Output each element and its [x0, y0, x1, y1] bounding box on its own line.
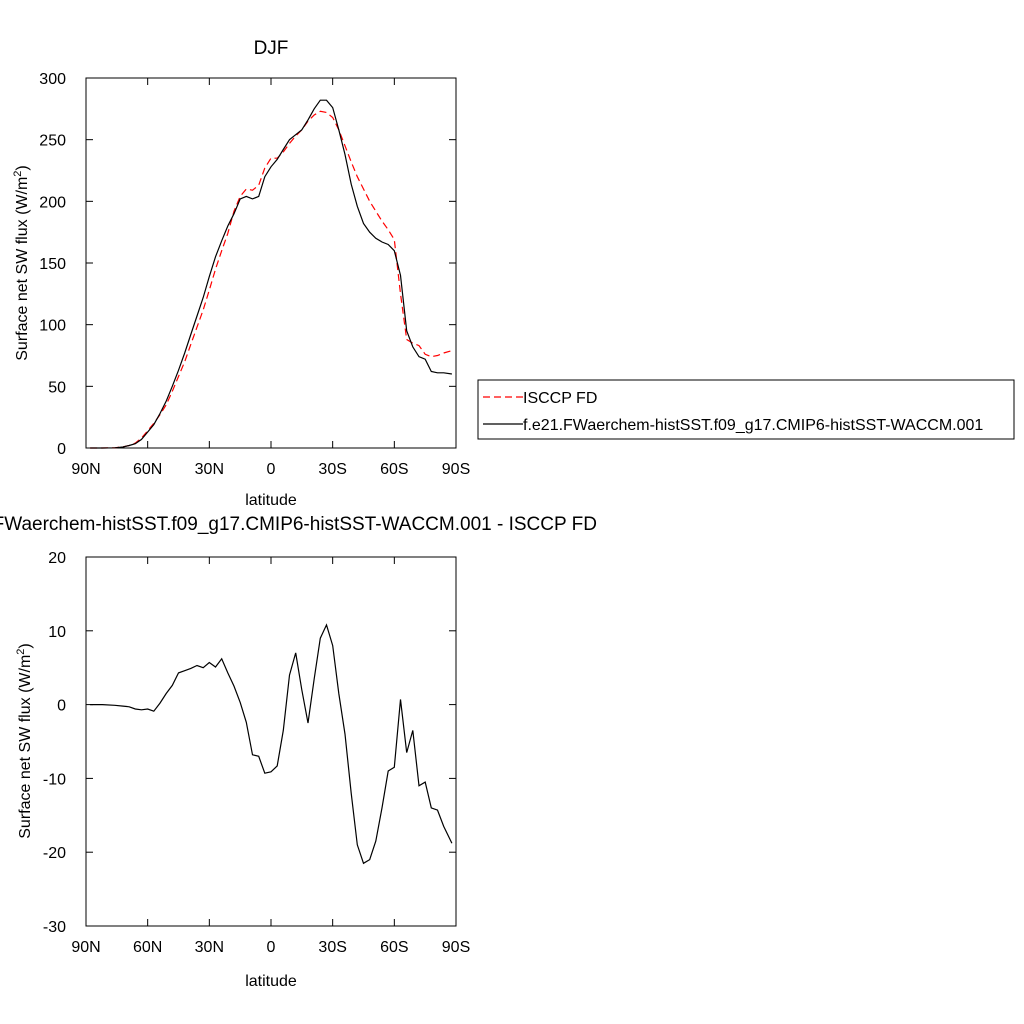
bottom-x-axis: 90N 60N 30N 0 30S 60S 90S: [71, 557, 470, 956]
top-plot-frame: [85, 77, 457, 449]
bottom-x-tick-label: 60N: [133, 939, 162, 956]
legend-label-model: f.e21.FWaerchem-histSST.f09_g17.CMIP6-hi…: [523, 417, 983, 434]
bottom-y-tick-label: -20: [43, 845, 66, 862]
bottom-plot-frame: [85, 556, 457, 927]
bottom-x-axis-label: latitude: [245, 973, 297, 990]
top-x-tick-label: 30S: [318, 461, 346, 478]
bottom-y-tick-label: 0: [57, 698, 66, 715]
top-y-tick-label: 300: [39, 71, 66, 88]
bottom-y-axis: -30 -20 -10 0 10 20: [43, 550, 456, 936]
top-y-axis: 0 50 100 150 200 250 300: [39, 71, 456, 458]
top-x-axis: 90N 60N 30N 0 30S 60S 90S: [71, 78, 470, 478]
top-y-tick-label: 50: [48, 379, 66, 396]
top-y-axis-label-close: ): [14, 165, 31, 170]
top-x-tick-label: 0: [267, 461, 276, 478]
top-y-tick-label: 250: [39, 133, 66, 150]
legend-box: [477, 379, 1015, 440]
top-y-axis-label-main: Surface net SW flux (W/m: [14, 177, 31, 361]
top-series-lines: [90, 99, 453, 449]
bottom-y-tick-label: 10: [48, 624, 66, 641]
top-x-tick-label: 60S: [380, 461, 408, 478]
bottom-y-tick-label: -10: [43, 771, 66, 788]
top-x-tick-label: 90N: [71, 461, 100, 478]
top-x-tick-label: 30N: [195, 461, 224, 478]
top-y-tick-label: 0: [57, 441, 66, 458]
top-y-tick-label: 150: [39, 256, 66, 273]
bottom-x-tick-label: 30S: [318, 939, 346, 956]
top-x-tick-label: 60N: [133, 461, 162, 478]
top-chart: DJF 90N 60N 30N 0 30S 60S 90S 0 50 100 150 200 250 3…: [12, 38, 1015, 509]
bottom-series-line-0: [90, 623, 453, 865]
bottom-chart: f.e21.FWaerchem-histSST.f09_g17.CMIP6-hi…: [0, 514, 597, 990]
top-chart-title: DJF: [254, 38, 289, 59]
bottom-x-tick-label: 90S: [442, 939, 470, 956]
top-y-tick-label: 100: [39, 318, 66, 335]
bottom-chart-title: f.e21.FWaerchem-histSST.f09_g17.CMIP6-hi…: [0, 514, 597, 535]
top-y-tick-label: 200: [39, 194, 66, 211]
bottom-x-tick-label: 60S: [380, 939, 408, 956]
top-series-line-1: [90, 99, 452, 449]
legend: ISCCP FD f.e21.FWaerchem-histSST.f09_g17…: [477, 379, 1015, 440]
bottom-y-axis-label-close: ): [17, 643, 34, 648]
bottom-x-tick-label: 90N: [71, 939, 100, 956]
bottom-y-tick-label: -30: [43, 919, 66, 936]
top-y-axis-label-sup: 2: [12, 171, 24, 177]
top-series-line-0: [90, 110, 453, 449]
bottom-x-tick-label: 0: [267, 939, 276, 956]
legend-label-isccp: ISCCP FD: [523, 390, 597, 407]
bottom-x-tick-label: 30N: [195, 939, 224, 956]
bottom-y-axis-label: Surface net SW flux (W/m2): [15, 643, 34, 839]
bottom-y-tick-label: 20: [48, 550, 66, 567]
top-y-axis-label: Surface net SW flux (W/m2): [12, 165, 31, 361]
bottom-y-axis-label-main: Surface net SW flux (W/m: [17, 655, 34, 839]
top-x-axis-label: latitude: [245, 492, 297, 509]
bottom-y-axis-label-sup: 2: [15, 649, 27, 655]
bottom-series-lines: [90, 623, 453, 865]
top-x-tick-label: 90S: [442, 461, 470, 478]
